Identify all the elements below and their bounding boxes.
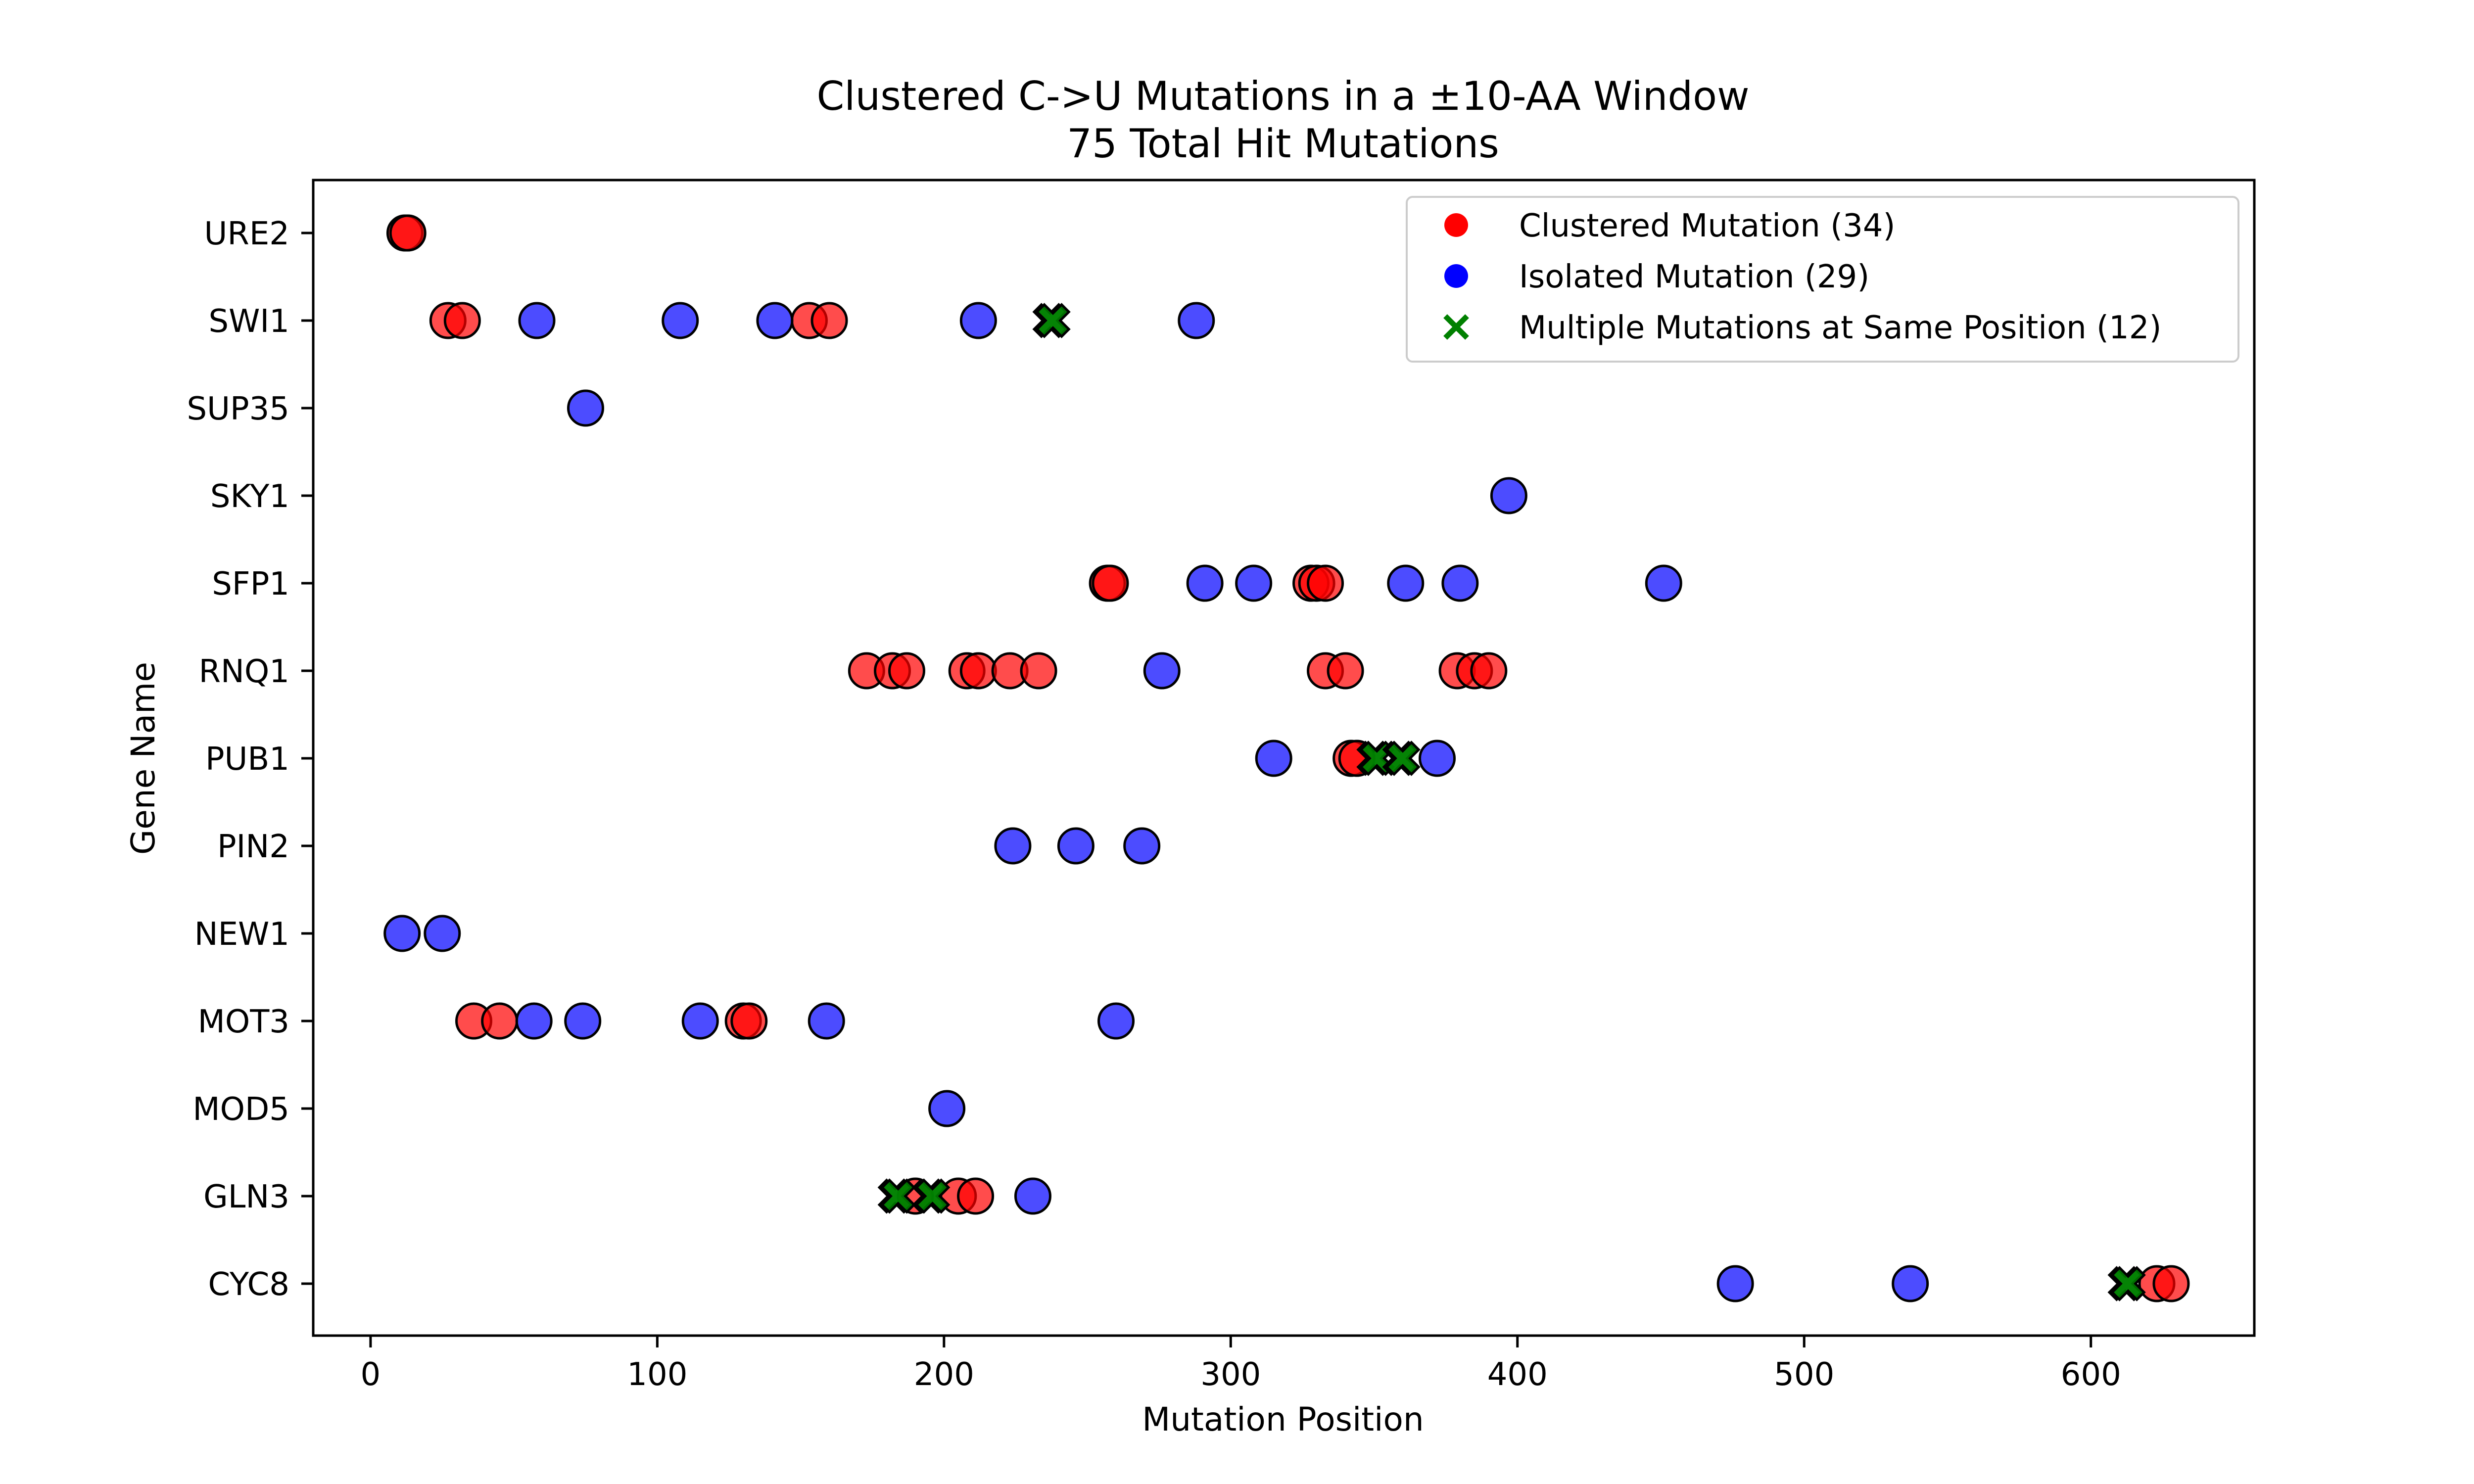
data-point: [1327, 652, 1364, 690]
data-point: [2152, 1265, 2190, 1302]
data-point: [914, 1178, 951, 1214]
y-tick-label: MOD5: [192, 1091, 289, 1128]
data-point: [2110, 1266, 2146, 1301]
legend-label: Multiple Mutations at Same Position (12): [1519, 310, 2161, 346]
x-tick-label: 100: [627, 1356, 687, 1393]
data-point: [383, 915, 421, 952]
data-point: [1014, 1177, 1051, 1215]
x-tick-label: 400: [1487, 1356, 1548, 1393]
data-point: [567, 389, 604, 427]
y-tick-label: CYC8: [208, 1266, 289, 1303]
y-tick-label: PIN2: [217, 829, 289, 865]
data-point: [1645, 564, 1682, 602]
data-point: [1092, 564, 1129, 602]
data-marks: [383, 214, 2190, 1302]
x-tick-label: 300: [1200, 1356, 1261, 1393]
series-3: [877, 303, 2146, 1301]
data-point: [1385, 741, 1421, 776]
x-tick-label: 500: [1774, 1356, 1834, 1393]
data-point: [681, 1002, 719, 1040]
legend-item: Clustered Mutation (34): [1444, 208, 1896, 244]
data-point: [443, 302, 481, 339]
data-point: [424, 915, 461, 952]
data-point: [730, 1002, 768, 1040]
y-tick-label: SFP1: [212, 566, 289, 603]
data-point: [1307, 564, 1344, 602]
data-point: [959, 652, 997, 690]
y-tick-label: SKY1: [210, 478, 289, 515]
legend-marker: [1444, 264, 1468, 288]
legend-item: Multiple Mutations at Same Position (12): [1443, 310, 2161, 346]
data-point: [1255, 740, 1292, 777]
y-axis-label: Gene Name: [124, 662, 162, 855]
y-tick-label: NEW1: [194, 916, 289, 953]
data-point: [564, 1002, 602, 1040]
data-point: [1441, 564, 1479, 602]
data-point: [1178, 302, 1215, 339]
legend-label: Isolated Mutation (29): [1519, 259, 1869, 295]
data-point: [1419, 740, 1456, 777]
data-point: [994, 827, 1032, 865]
data-point: [928, 1090, 966, 1127]
data-point: [1892, 1265, 1929, 1302]
chart-title: Clustered C->U Mutations in a ±10-AA Win…: [816, 73, 1749, 119]
y-tick-label: MOT3: [198, 1004, 289, 1040]
x-axis-label: Mutation Position: [1142, 1400, 1424, 1438]
legend-box: [1406, 196, 2239, 363]
data-point: [1123, 827, 1161, 865]
legend: Clustered Mutation (34) Isolated Mutation…: [1406, 196, 2239, 363]
axes: 0 100 200 300 400 500 600 URE2 SWI1 SUP35 SKY1 SFP1…: [187, 179, 2256, 1393]
data-point: [1057, 827, 1094, 865]
data-point: [1387, 564, 1425, 602]
y-tick-label: URE2: [204, 216, 289, 252]
data-point: [515, 1002, 553, 1040]
data-point: [810, 302, 848, 339]
data-point: [1470, 652, 1508, 690]
data-point: [481, 1002, 519, 1040]
chart-subtitle: 75 Total Hit Mutations: [1067, 121, 1499, 167]
y-tick-label: SWI1: [209, 303, 290, 340]
data-point: [1020, 652, 1057, 690]
data-point: [888, 652, 925, 690]
legend-marker: [1443, 314, 1469, 340]
data-point: [1235, 564, 1273, 602]
y-tick-label: PUB1: [205, 741, 289, 778]
data-point: [662, 302, 699, 339]
data-point: [1490, 477, 1527, 514]
data-point: [518, 302, 556, 339]
data-point: [1097, 1002, 1135, 1040]
data-point: [957, 1177, 995, 1215]
data-point: [1186, 564, 1224, 602]
legend-item: Isolated Mutation (29): [1444, 259, 1869, 295]
y-tick-label: GLN3: [203, 1179, 289, 1215]
legend-marker: [1444, 213, 1468, 237]
legend-label: Clustered Mutation (34): [1519, 208, 1896, 244]
data-point: [1716, 1265, 1754, 1302]
y-tick-label: SUP35: [187, 391, 290, 427]
data-point: [389, 214, 427, 252]
data-point: [756, 302, 794, 339]
x-tick-label: 0: [361, 1356, 381, 1393]
series-2: [383, 302, 1929, 1302]
x-tick-label: 200: [914, 1356, 974, 1393]
data-point: [1035, 303, 1071, 338]
y-tick-label: RNQ1: [199, 653, 289, 690]
data-point: [959, 302, 997, 339]
data-point: [1143, 652, 1181, 690]
data-point: [808, 1002, 845, 1040]
x-tick-label: 600: [2061, 1356, 2121, 1393]
